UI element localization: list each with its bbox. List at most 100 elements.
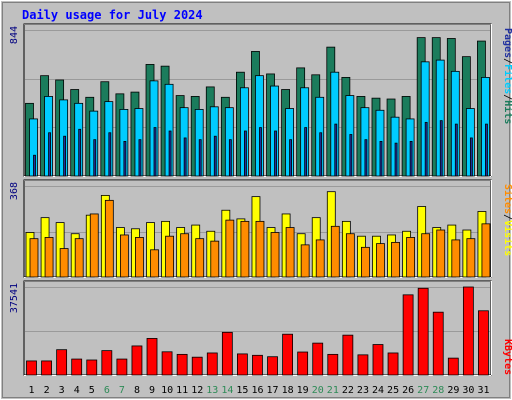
sites-bar bbox=[44, 237, 54, 278]
legend-1: Pages/Files/Hits bbox=[502, 28, 512, 124]
day-label: 19 bbox=[297, 385, 309, 396]
day-label: 1 bbox=[29, 385, 35, 396]
sites-bar bbox=[74, 238, 84, 278]
pages-bar bbox=[394, 142, 398, 177]
pages-bar bbox=[334, 123, 338, 177]
sites-bar bbox=[330, 225, 340, 278]
sites-bar bbox=[195, 238, 205, 278]
chart-title: Daily usage for July 2024 bbox=[22, 8, 203, 22]
sites-bar bbox=[210, 240, 220, 278]
kbytes-bar bbox=[131, 345, 143, 376]
pages-bar bbox=[33, 154, 36, 177]
day-label: 30 bbox=[462, 385, 474, 396]
day-label: 24 bbox=[372, 385, 384, 396]
pages-bar bbox=[93, 139, 97, 177]
pages-bar bbox=[213, 135, 217, 177]
legend-entry-sites: Sites bbox=[502, 184, 512, 214]
sites-bar bbox=[466, 238, 476, 278]
pages-bar bbox=[228, 139, 232, 177]
day-label: 31 bbox=[477, 385, 489, 396]
day-label: 29 bbox=[447, 385, 459, 396]
y-max-label-1: 844 bbox=[9, 26, 20, 44]
day-label: 10 bbox=[161, 385, 173, 396]
sites-bar bbox=[391, 241, 400, 278]
pages-bar bbox=[63, 135, 67, 177]
kbytes-bar bbox=[206, 352, 218, 376]
legend-separator: / bbox=[502, 94, 512, 100]
sites-bar bbox=[315, 239, 325, 278]
day-label: 22 bbox=[342, 385, 354, 396]
sites-bar bbox=[481, 223, 491, 278]
pages-bar bbox=[319, 132, 323, 177]
day-label: 12 bbox=[191, 385, 203, 396]
legend-entry-files: Files bbox=[502, 64, 512, 94]
day-label: 20 bbox=[312, 385, 324, 396]
kbytes-bar bbox=[432, 311, 444, 376]
day-label: 27 bbox=[417, 385, 429, 396]
kbytes-bar bbox=[71, 358, 83, 376]
day-label: 5 bbox=[89, 385, 95, 396]
y-max-label-3: 37541 bbox=[9, 283, 20, 313]
day-label: 18 bbox=[282, 385, 294, 396]
day-label: 13 bbox=[206, 385, 218, 396]
pages-bar bbox=[198, 139, 202, 177]
kbytes-bar bbox=[176, 353, 188, 376]
kbytes-bar bbox=[221, 331, 233, 376]
sites-bar bbox=[89, 213, 99, 278]
kbytes-bar bbox=[297, 351, 309, 376]
sites-bar bbox=[451, 239, 461, 278]
sites-bar bbox=[29, 238, 39, 278]
sites-bar bbox=[421, 233, 431, 278]
kbytes-bar bbox=[387, 352, 399, 376]
pages-bar bbox=[108, 132, 112, 177]
pages-bar bbox=[168, 130, 172, 177]
pages-bar bbox=[409, 141, 413, 177]
kbytes-bar bbox=[402, 294, 414, 376]
sites-bar bbox=[104, 199, 114, 278]
sites-bar bbox=[436, 229, 446, 278]
day-label: 7 bbox=[119, 385, 125, 396]
sites-bar bbox=[376, 243, 385, 278]
pages-bar bbox=[469, 137, 473, 177]
day-label: 26 bbox=[402, 385, 414, 396]
kbytes-bar bbox=[462, 286, 474, 376]
kbytes-bar bbox=[372, 344, 384, 376]
sites-bar bbox=[165, 235, 174, 278]
day-label: 6 bbox=[104, 385, 110, 396]
pages-bar bbox=[289, 139, 292, 177]
y-max-label-2: 368 bbox=[9, 182, 20, 200]
legend-separator: / bbox=[502, 214, 512, 220]
legend-2: Sites/Visits bbox=[502, 184, 512, 256]
day-label: 25 bbox=[387, 385, 399, 396]
pages-bar bbox=[304, 127, 308, 177]
kbytes-bar bbox=[161, 351, 173, 376]
legend-entry-visits: Visits bbox=[502, 220, 512, 256]
pages-bar bbox=[48, 132, 51, 177]
pages-bar bbox=[138, 139, 142, 177]
sites-bar bbox=[300, 244, 310, 278]
kbytes-bar bbox=[417, 287, 429, 376]
day-label: 3 bbox=[59, 385, 65, 396]
pages-bar bbox=[259, 127, 262, 177]
legend-entry-hits: Hits bbox=[502, 100, 512, 124]
kbytes-bar bbox=[26, 360, 37, 376]
kbytes-bar bbox=[357, 354, 369, 376]
day-label: 23 bbox=[357, 385, 369, 396]
pages-bar bbox=[379, 141, 383, 177]
kbytes-bar bbox=[478, 310, 489, 376]
pages-bar bbox=[485, 123, 488, 177]
kbytes-bar bbox=[252, 354, 263, 376]
day-label: 21 bbox=[327, 385, 339, 396]
sites-bar bbox=[255, 220, 265, 278]
day-label: 2 bbox=[44, 385, 50, 396]
pages-bar bbox=[454, 123, 458, 177]
kbytes-bar bbox=[267, 356, 278, 376]
sites-bar bbox=[345, 233, 355, 278]
kbytes-bar bbox=[116, 358, 128, 376]
sites-bar bbox=[119, 234, 129, 278]
day-label: 16 bbox=[251, 385, 263, 396]
sites-bar bbox=[225, 219, 235, 278]
kbytes-bar bbox=[56, 349, 68, 376]
